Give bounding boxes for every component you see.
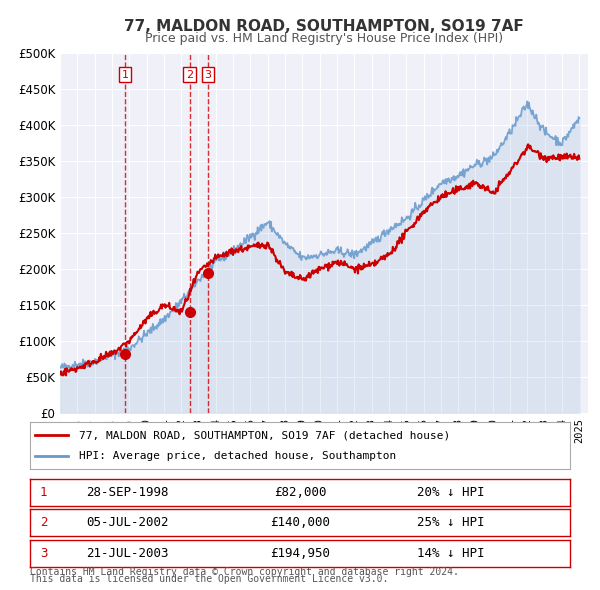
Text: 3: 3 — [205, 70, 212, 80]
Text: 77, MALDON ROAD, SOUTHAMPTON, SO19 7AF: 77, MALDON ROAD, SOUTHAMPTON, SO19 7AF — [124, 19, 524, 34]
Text: £194,950: £194,950 — [270, 547, 330, 560]
Text: 1: 1 — [121, 70, 128, 80]
Text: HPI: Average price, detached house, Southampton: HPI: Average price, detached house, Sout… — [79, 451, 396, 461]
Text: 2: 2 — [40, 516, 47, 529]
Text: 25% ↓ HPI: 25% ↓ HPI — [418, 516, 485, 529]
Text: 1: 1 — [40, 486, 47, 499]
Text: 14% ↓ HPI: 14% ↓ HPI — [418, 547, 485, 560]
Text: 20% ↓ HPI: 20% ↓ HPI — [418, 486, 485, 499]
Text: £82,000: £82,000 — [274, 486, 326, 499]
Text: 3: 3 — [40, 547, 47, 560]
Text: 2: 2 — [186, 70, 193, 80]
Text: Price paid vs. HM Land Registry's House Price Index (HPI): Price paid vs. HM Land Registry's House … — [145, 32, 503, 45]
Text: 28-SEP-1998: 28-SEP-1998 — [86, 486, 169, 499]
Text: £140,000: £140,000 — [270, 516, 330, 529]
Text: This data is licensed under the Open Government Licence v3.0.: This data is licensed under the Open Gov… — [30, 574, 388, 584]
Text: 77, MALDON ROAD, SOUTHAMPTON, SO19 7AF (detached house): 77, MALDON ROAD, SOUTHAMPTON, SO19 7AF (… — [79, 430, 450, 440]
Text: 21-JUL-2003: 21-JUL-2003 — [86, 547, 169, 560]
Text: Contains HM Land Registry data © Crown copyright and database right 2024.: Contains HM Land Registry data © Crown c… — [30, 567, 459, 577]
Text: 05-JUL-2002: 05-JUL-2002 — [86, 516, 169, 529]
